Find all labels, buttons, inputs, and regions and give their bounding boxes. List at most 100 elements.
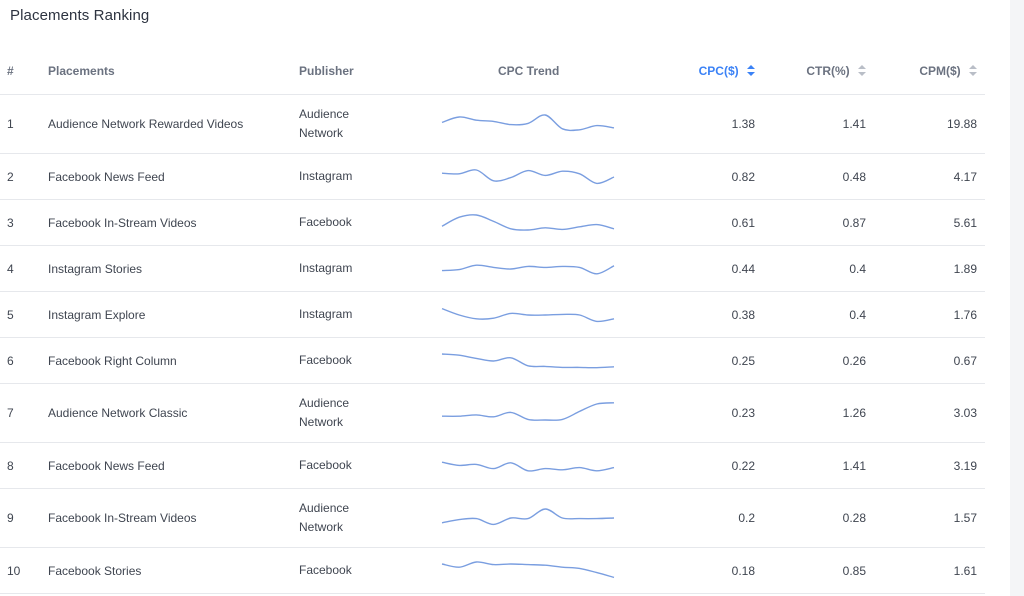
sort-icon[interactable] [969,64,977,76]
cpm-value: 1.57 [953,511,977,525]
cpc-value: 0.25 [731,353,755,368]
ctr-value: 1.26 [842,406,866,420]
column-header-ctr-label: CTR(%) [806,64,850,78]
ctr-value: 0.28 [842,511,866,525]
cpc-trend-sparkline [441,168,615,184]
publisher-name: Facebook [299,215,352,229]
row-index: 5 [7,307,14,322]
placement-name: Facebook Right Column [48,353,177,368]
table-row[interactable]: 6 Facebook Right Column Facebook 0.25 0.… [0,338,985,384]
row-index: 4 [7,261,14,276]
table-header: # Placements Publisher CPC Trend CPC($) … [0,52,985,95]
sparkline-path [441,508,615,526]
ctr-value: 0.85 [842,563,866,578]
row-index: 6 [7,353,14,368]
scrollbar-track[interactable] [1010,0,1024,596]
cpc-value: 0.22 [731,458,755,473]
cpc-value: 1.38 [731,117,755,131]
table-row[interactable]: 8 Facebook News Feed Facebook 0.22 1.41 … [0,443,985,489]
sparkline-path [441,402,615,421]
sparkline-path [441,168,615,184]
cpc-trend-sparkline [441,263,615,274]
column-header-ctr[interactable]: CTR(%) [806,52,866,94]
cpm-value: 5.61 [953,215,977,230]
ctr-value: 0.26 [842,353,866,368]
column-header-publisher: Publisher [299,64,354,78]
cpc-value: 0.38 [731,307,755,322]
row-index: 10 [7,563,21,578]
table-row[interactable]: 10 Facebook Stories Facebook 0.18 0.85 1… [0,548,985,594]
cpm-value: 1.76 [953,307,977,322]
table-row[interactable]: 5 Instagram Explore Instagram 0.38 0.4 1… [0,292,985,338]
placement-name: Facebook News Feed [48,458,165,473]
cpm-value: 1.61 [953,563,977,578]
cpc-trend-sparkline [441,461,615,472]
cpc-trend-sparkline [441,352,615,368]
column-header-cpc-label: CPC($) [698,64,739,78]
table-row[interactable]: 2 Facebook News Feed Instagram 0.82 0.48… [0,154,985,200]
cpc-value: 0.61 [731,215,755,230]
cpc-value: 0.82 [731,169,755,184]
cpc-value: 0.23 [731,406,755,420]
cpm-value: 0.67 [953,353,977,368]
row-index: 1 [7,117,14,131]
cpm-value: 3.19 [953,458,977,473]
column-header-index: # [7,64,14,78]
ctr-value: 0.4 [849,307,866,322]
publisher-name: Audience Network [299,107,350,140]
placement-name: Facebook In-Stream Videos [48,215,197,230]
column-header-cpm-label: CPM($) [919,64,961,78]
table-row[interactable]: 1 Audience Network Rewarded Videos Audie… [0,95,985,154]
placement-name: Audience Network Rewarded Videos [48,117,244,131]
row-index: 3 [7,215,14,230]
column-header-placements: Placements [48,64,115,78]
column-header-cpc-trend: CPC Trend [498,64,560,78]
ctr-value: 1.41 [842,458,866,473]
placement-name: Instagram Explore [48,307,146,322]
row-index: 2 [7,169,14,184]
publisher-name: Instagram [299,307,353,321]
publisher-name: Facebook [299,353,352,367]
ctr-value: 0.87 [842,215,866,230]
table-row[interactable]: 4 Instagram Stories Instagram 0.44 0.4 1… [0,246,985,292]
cpm-value: 4.17 [953,169,977,184]
sparkline-path [441,263,615,274]
publisher-name: Instagram [299,169,353,183]
ctr-value: 0.48 [842,169,866,184]
sparkline-path [441,307,615,322]
page-title: Placements Ranking [10,7,150,24]
cpc-trend-sparkline [441,402,615,421]
table-row[interactable]: 9 Facebook In-Stream Videos Audience Net… [0,489,985,548]
cpm-value: 3.03 [953,406,977,420]
sort-icon[interactable] [858,64,866,76]
cpm-value: 19.88 [946,117,977,131]
ctr-value: 0.4 [849,261,866,276]
sparkline-path [441,114,615,132]
cpm-value: 1.89 [953,261,977,276]
cpc-trend-sparkline [441,213,615,231]
table-row[interactable]: 7 Audience Network Classic Audience Netw… [0,384,985,443]
cpc-trend-sparkline [441,508,615,526]
sparkline-path [441,461,615,472]
publisher-name: Facebook [299,458,352,472]
sort-icon[interactable] [747,64,755,76]
column-header-cpc[interactable]: CPC($) [699,52,755,94]
ctr-value: 1.41 [842,117,866,131]
sparkline-path [441,213,615,231]
publisher-name: Audience Network [299,396,350,429]
placement-name: Facebook Stories [48,563,142,578]
cpc-trend-sparkline [441,560,615,578]
sparkline-path [441,352,615,368]
publisher-name: Audience Network [299,501,350,534]
placement-name: Facebook In-Stream Videos [48,511,197,525]
cpc-value: 0.44 [731,261,755,276]
column-header-cpm[interactable]: CPM($) [919,52,977,94]
placement-name: Facebook News Feed [48,169,165,184]
table-row[interactable]: 3 Facebook In-Stream Videos Facebook 0.6… [0,200,985,246]
placement-name: Audience Network Classic [48,406,188,420]
cpc-trend-sparkline [441,114,615,132]
cpc-trend-sparkline [441,307,615,322]
publisher-name: Instagram [299,261,353,275]
placement-name: Instagram Stories [48,261,143,276]
row-index: 7 [7,406,14,420]
